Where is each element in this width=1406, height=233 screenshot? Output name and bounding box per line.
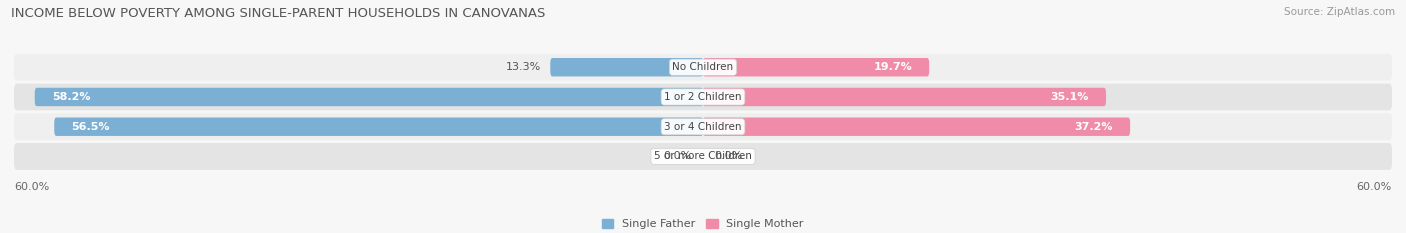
FancyBboxPatch shape — [35, 88, 703, 106]
FancyBboxPatch shape — [14, 54, 1392, 81]
Text: 35.1%: 35.1% — [1050, 92, 1088, 102]
Text: 1 or 2 Children: 1 or 2 Children — [664, 92, 742, 102]
FancyBboxPatch shape — [14, 113, 1392, 140]
Text: INCOME BELOW POVERTY AMONG SINGLE-PARENT HOUSEHOLDS IN CANOVANAS: INCOME BELOW POVERTY AMONG SINGLE-PARENT… — [11, 7, 546, 20]
Text: 0.0%: 0.0% — [714, 151, 742, 161]
FancyBboxPatch shape — [703, 88, 1107, 106]
Text: 37.2%: 37.2% — [1074, 122, 1114, 132]
Legend: Single Father, Single Mother: Single Father, Single Mother — [602, 219, 804, 229]
FancyBboxPatch shape — [14, 84, 1392, 110]
FancyBboxPatch shape — [703, 58, 929, 76]
Text: 3 or 4 Children: 3 or 4 Children — [664, 122, 742, 132]
FancyBboxPatch shape — [14, 143, 1392, 170]
Text: 5 or more Children: 5 or more Children — [654, 151, 752, 161]
Text: 60.0%: 60.0% — [14, 182, 49, 192]
Text: 0.0%: 0.0% — [664, 151, 692, 161]
Text: 19.7%: 19.7% — [873, 62, 912, 72]
FancyBboxPatch shape — [703, 117, 1130, 136]
Text: 56.5%: 56.5% — [72, 122, 110, 132]
Text: 58.2%: 58.2% — [52, 92, 90, 102]
Text: 13.3%: 13.3% — [506, 62, 541, 72]
FancyBboxPatch shape — [55, 117, 703, 136]
Text: No Children: No Children — [672, 62, 734, 72]
Text: 60.0%: 60.0% — [1357, 182, 1392, 192]
Text: Source: ZipAtlas.com: Source: ZipAtlas.com — [1284, 7, 1395, 17]
FancyBboxPatch shape — [550, 58, 703, 76]
